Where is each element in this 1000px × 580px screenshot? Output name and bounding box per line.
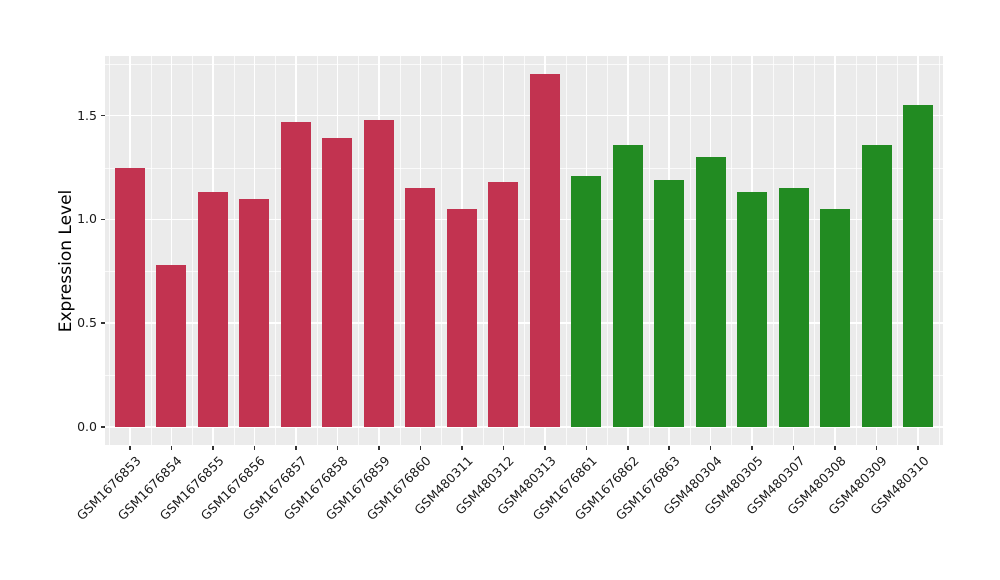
x-tick-mark (668, 446, 670, 450)
bar-GSM480313 (529, 74, 560, 427)
major-horizontal-gridline (105, 426, 943, 428)
minor-vertical-gridline (648, 56, 650, 445)
minor-horizontal-gridline (105, 375, 943, 376)
x-tick-mark (751, 446, 753, 450)
x-tick-mark (792, 446, 795, 450)
y-tick-mark (101, 218, 105, 221)
minor-vertical-gridline (689, 56, 691, 445)
x-tick-mark (834, 446, 836, 450)
minor-vertical-gridline (607, 56, 608, 445)
x-tick-mark (170, 446, 173, 450)
minor-vertical-gridline (482, 56, 484, 445)
minor-vertical-gridline (855, 56, 857, 445)
bar-GSM1676862 (612, 144, 643, 427)
minor-vertical-gridline (814, 56, 816, 445)
bar-GSM1676853 (114, 167, 145, 427)
y-tick-mark (101, 322, 105, 324)
x-tick-mark (709, 446, 712, 450)
bar-GSM480307 (778, 188, 809, 427)
bar-GSM480309 (861, 144, 892, 427)
bar-GSM480311 (446, 209, 477, 427)
x-tick-mark (585, 446, 587, 450)
bar-GSM1676857 (280, 121, 311, 427)
minor-vertical-gridline (772, 56, 774, 445)
minor-vertical-gridline (275, 56, 276, 445)
x-tick-mark (336, 446, 339, 450)
x-tick-mark (295, 446, 297, 450)
x-tick-mark (917, 446, 919, 450)
bar-GSM480304 (695, 157, 726, 427)
y-tick-label: 0.5 (77, 315, 97, 331)
bar-GSM480312 (488, 182, 519, 427)
x-tick-mark (461, 446, 463, 450)
major-vertical-gridline (170, 56, 173, 445)
minor-vertical-gridline (524, 56, 525, 445)
y-tick-label: 0.0 (77, 418, 97, 434)
minor-vertical-gridline (938, 56, 940, 445)
minor-vertical-gridline (150, 56, 152, 445)
minor-vertical-gridline (441, 56, 442, 445)
major-horizontal-gridline (105, 114, 943, 117)
bar-GSM1676859 (363, 119, 394, 427)
bar-GSM1676854 (156, 265, 187, 427)
bar-GSM480308 (820, 209, 851, 427)
y-tick-label: 1.0 (77, 211, 97, 227)
x-tick-mark (419, 446, 421, 450)
x-tick-mark (253, 446, 256, 450)
x-tick-mark (378, 446, 380, 450)
minor-vertical-gridline (897, 56, 899, 445)
bar-GSM1676858 (322, 138, 353, 427)
plot-panel (105, 56, 943, 445)
bar-GSM1676860 (405, 188, 436, 427)
x-tick-mark (544, 446, 546, 450)
minor-vertical-gridline (731, 56, 733, 445)
y-tick-mark (101, 114, 105, 117)
y-tick-mark (101, 426, 105, 428)
bar-GSM480310 (903, 105, 934, 427)
minor-vertical-gridline (358, 56, 359, 445)
minor-vertical-gridline (109, 56, 110, 445)
minor-horizontal-gridline (105, 63, 943, 65)
bar-GSM1676861 (571, 175, 602, 427)
major-horizontal-gridline (105, 322, 943, 324)
minor-vertical-gridline (192, 56, 193, 445)
bar-GSM1676856 (239, 198, 270, 427)
minor-horizontal-gridline (105, 167, 943, 169)
minor-vertical-gridline (399, 56, 401, 445)
minor-horizontal-gridline (105, 271, 943, 273)
bar-GSM1676855 (197, 192, 228, 427)
minor-vertical-gridline (233, 56, 235, 445)
x-tick-mark (212, 446, 214, 450)
x-tick-mark (627, 446, 629, 450)
x-tick-mark (875, 446, 878, 450)
bar-GSM1676863 (654, 179, 685, 427)
y-tick-label: 1.5 (77, 107, 97, 123)
x-tick-mark (129, 446, 131, 450)
minor-vertical-gridline (316, 56, 318, 445)
bar-GSM480305 (737, 192, 768, 427)
x-tick-mark (502, 446, 504, 450)
minor-vertical-gridline (565, 56, 567, 445)
major-horizontal-gridline (105, 218, 943, 221)
